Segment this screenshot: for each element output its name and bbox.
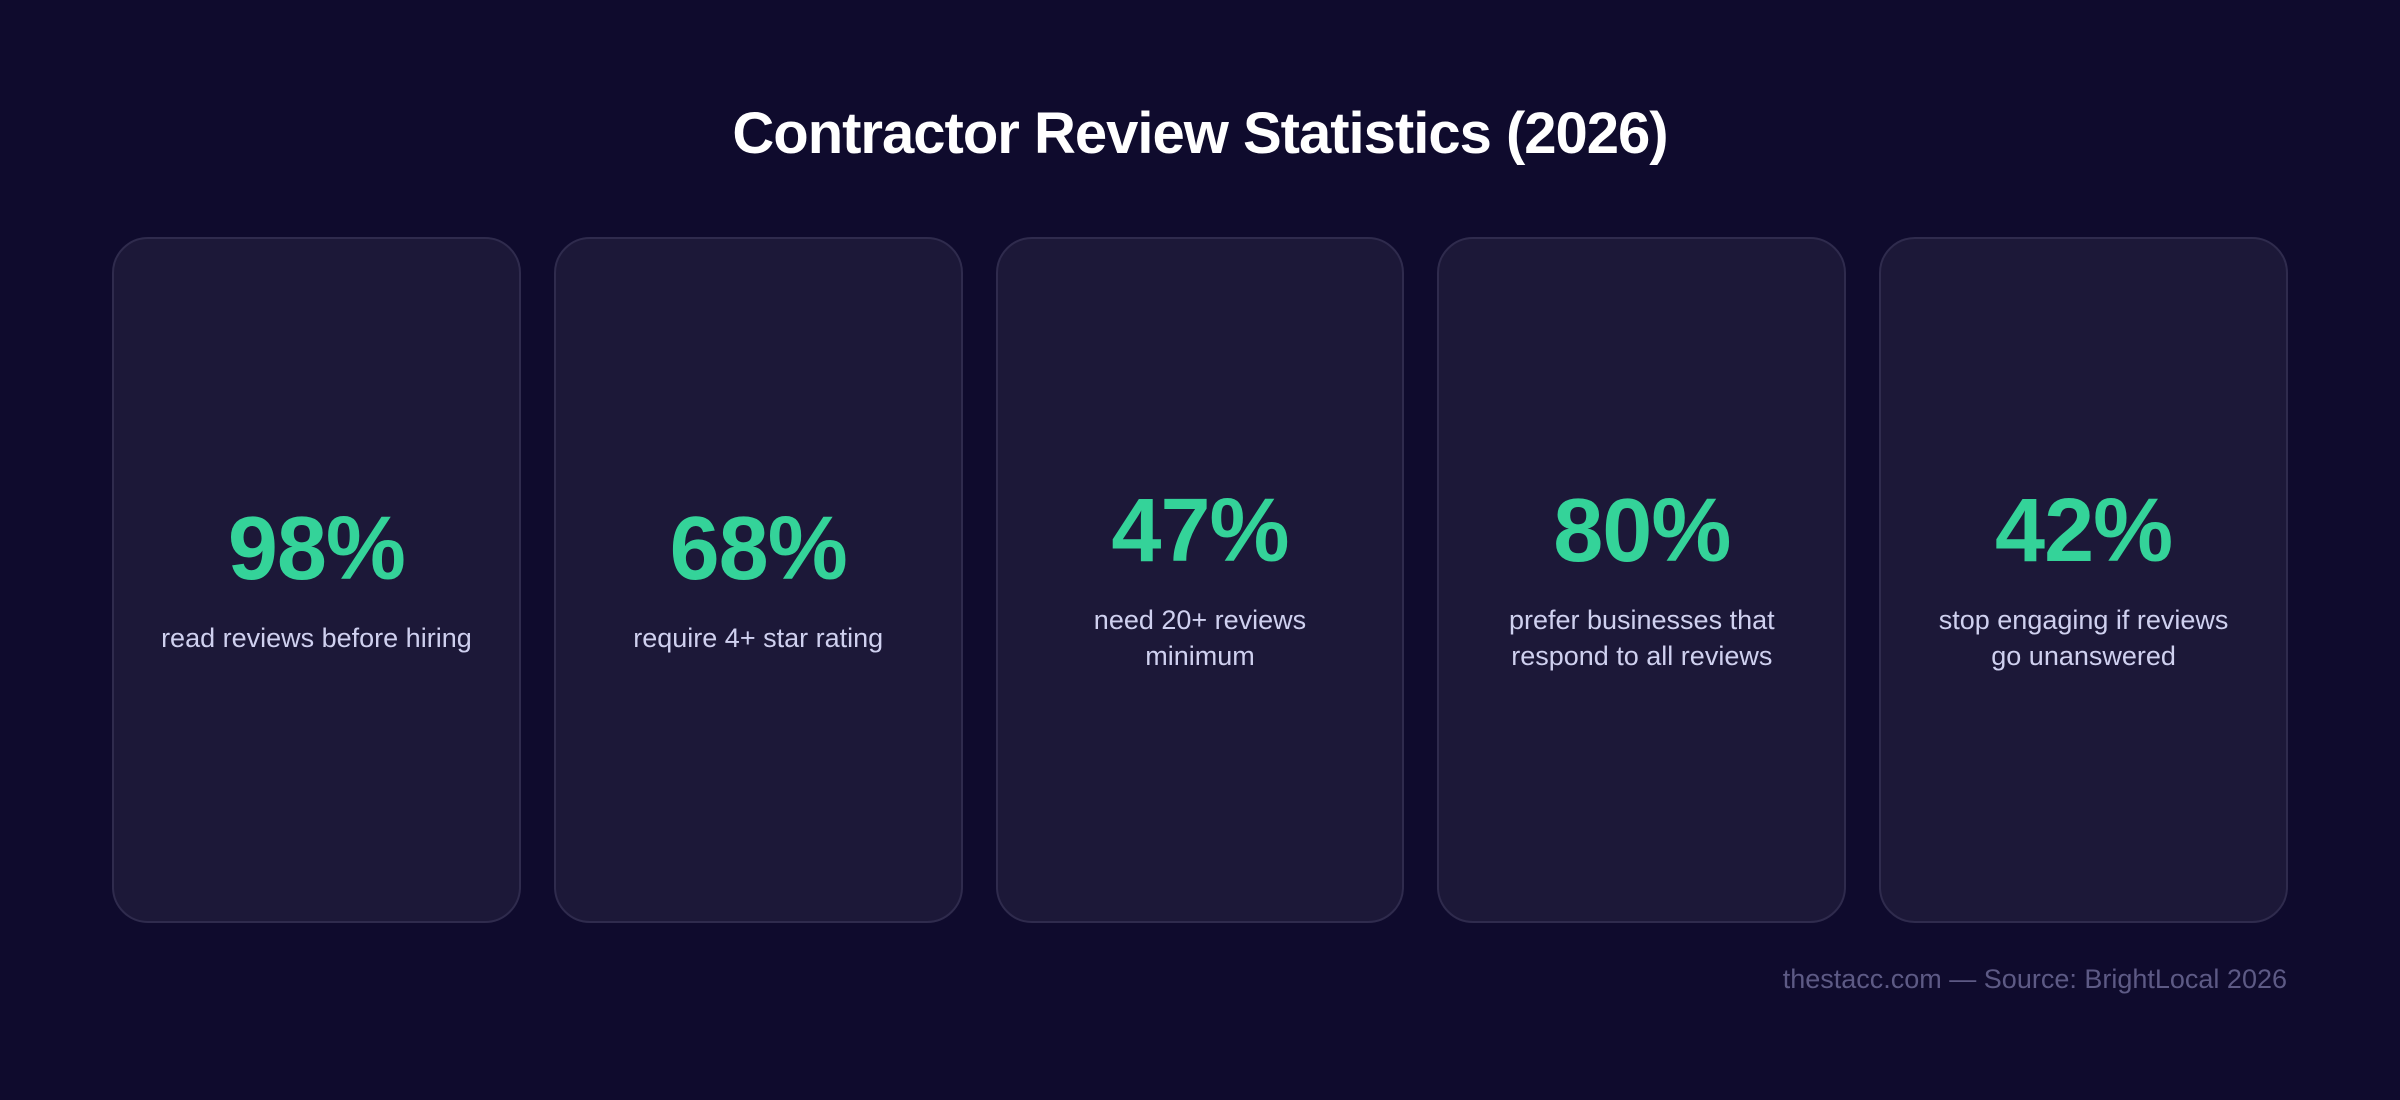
label-line: require 4+ star rating (633, 623, 884, 653)
label-line: minimum (1145, 641, 1255, 671)
stat-card: 42% stop engaging if reviews go unanswered (1879, 237, 2288, 923)
stat-card: 80% prefer businesses that respond to all … (1437, 237, 1847, 923)
stat-card: 47% need 20+ reviews minimum (995, 237, 1405, 923)
stat-value: 80% (1553, 481, 1731, 581)
footer: thestacc.com — Source: BrightLocal 2026 (1782, 964, 2287, 994)
card-row: 98% read reviews before hiring 68% require … (112, 237, 2288, 923)
stat-label: need 20+ reviews minimum (1094, 602, 1306, 674)
stat-label: prefer businesses that respond to all rev… (1509, 602, 1775, 674)
stat-value: 42% (1995, 481, 2173, 581)
stat-card: 68% require 4+ star rating (553, 237, 963, 923)
label-line: need 20+ reviews (1093, 605, 1307, 635)
stat-card: 98% read reviews before hiring (112, 237, 521, 923)
stat-value: 47% (1111, 481, 1289, 581)
label-line: go unanswered (1991, 641, 2176, 671)
stat-label: read reviews before hiring (161, 620, 472, 656)
label-line: stop engaging if reviews (1938, 605, 2229, 635)
label-line: prefer businesses that (1508, 605, 1775, 635)
label-line: read reviews before hiring (161, 623, 472, 653)
stat-value: 98% (227, 499, 406, 599)
label-line: respond to all reviews (1511, 641, 1773, 671)
stat-label: require 4+ star rating (633, 620, 883, 656)
title: Contractor Review Statistics (2026) (732, 101, 1668, 166)
stat-label: stop engaging if reviews go unanswered (1939, 602, 2229, 674)
stat-value: 68% (669, 499, 848, 599)
